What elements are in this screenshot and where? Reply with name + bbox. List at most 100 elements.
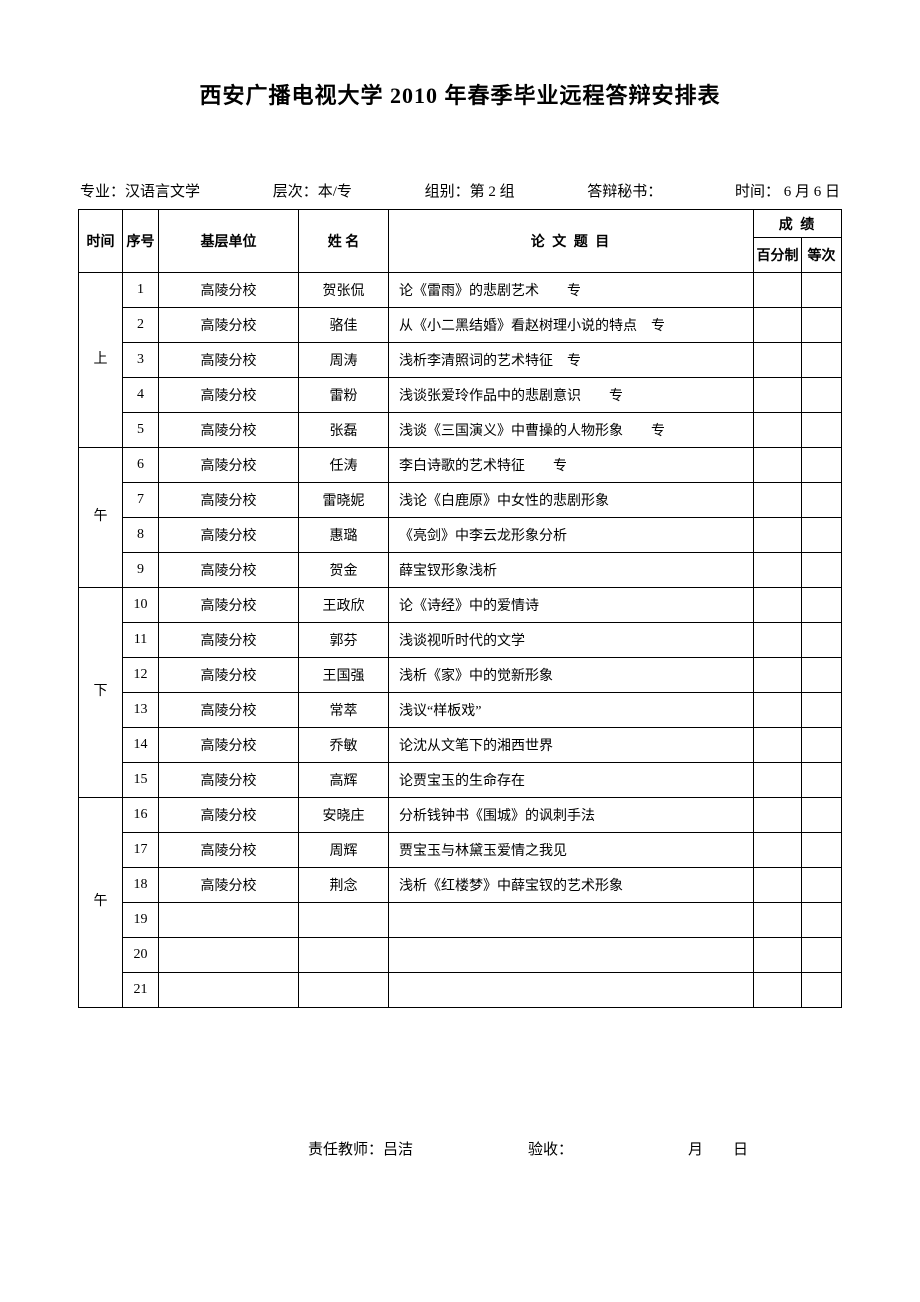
cell-topic: 浅谈《三国演义》中曹操的人物形象 专 (389, 413, 754, 448)
cell-seq: 4 (123, 378, 159, 413)
cell-score-100 (754, 343, 802, 378)
meta-secretary-label: 答辩秘书： (587, 184, 662, 200)
cell-score-100 (754, 378, 802, 413)
table-row: 11高陵分校郭芬浅谈视听时代的文学 (79, 623, 842, 658)
cell-name: 张磊 (299, 413, 389, 448)
cell-score-grade (802, 378, 842, 413)
cell-unit (159, 973, 299, 1008)
cell-seq: 2 (123, 308, 159, 343)
cell-score-100 (754, 693, 802, 728)
cell-score-100 (754, 798, 802, 833)
cell-topic: 论沈从文笔下的湘西世界 (389, 728, 754, 763)
table-row: 5高陵分校张磊浅谈《三国演义》中曹操的人物形象 专 (79, 413, 842, 448)
cell-name (299, 938, 389, 973)
cell-topic: 李白诗歌的艺术特征 专 (389, 448, 754, 483)
cell-topic: 分析钱钟书《围城》的讽刺手法 (389, 798, 754, 833)
cell-score-100 (754, 868, 802, 903)
cell-score-100 (754, 553, 802, 588)
table-row: 午6高陵分校任涛李白诗歌的艺术特征 专 (79, 448, 842, 483)
table-row: 4高陵分校雷粉浅谈张爱玲作品中的悲剧意识 专 (79, 378, 842, 413)
session-cell-afternoon-top: 下 (79, 588, 123, 798)
page-title: 西安广播电视大学 2010 年春季毕业远程答辩安排表 (78, 78, 842, 110)
cell-unit: 高陵分校 (159, 623, 299, 658)
cell-score-grade (802, 763, 842, 798)
table-row: 20 (79, 938, 842, 973)
cell-score-grade (802, 973, 842, 1008)
cell-topic: 论贾宝玉的生命存在 (389, 763, 754, 798)
cell-unit: 高陵分校 (159, 553, 299, 588)
cell-topic: 浅谈张爱玲作品中的悲剧意识 专 (389, 378, 754, 413)
cell-seq: 14 (123, 728, 159, 763)
cell-score-grade (802, 518, 842, 553)
table-header-row: 时间 序号 基层单位 姓 名 论 文 题 目 成 绩 (79, 210, 842, 238)
cell-score-grade (802, 588, 842, 623)
cell-name: 荆念 (299, 868, 389, 903)
table-row: 14高陵分校乔敏论沈从文笔下的湘西世界 (79, 728, 842, 763)
cell-score-grade (802, 553, 842, 588)
cell-seq: 20 (123, 938, 159, 973)
cell-seq: 1 (123, 273, 159, 308)
cell-name: 王国强 (299, 658, 389, 693)
th-unit: 基层单位 (159, 210, 299, 273)
meta-secretary: 答辩秘书： (587, 180, 662, 201)
footer-teacher-value: 吕洁 (383, 1142, 413, 1158)
cell-score-grade (802, 728, 842, 763)
cell-score-100 (754, 833, 802, 868)
th-score-grade: 等次 (802, 238, 842, 273)
meta-level-label: 层次： (273, 184, 318, 200)
cell-topic: 从《小二黑结婚》看赵树理小说的特点 专 (389, 308, 754, 343)
cell-score-100 (754, 903, 802, 938)
cell-score-grade (802, 623, 842, 658)
cell-name: 贺金 (299, 553, 389, 588)
table-row: 上1高陵分校贺张侃论《雷雨》的悲剧艺术 专 (79, 273, 842, 308)
cell-unit: 高陵分校 (159, 483, 299, 518)
cell-topic (389, 903, 754, 938)
cell-name: 郭芬 (299, 623, 389, 658)
footer-teacher-label: 责任教师： (308, 1142, 383, 1158)
session-cell-afternoon-bottom: 午 (79, 798, 123, 1008)
session-cell-morning-top: 上 (79, 273, 123, 448)
footer-date: 月 日 (688, 1138, 748, 1159)
table-row: 9高陵分校贺金薛宝钗形象浅析 (79, 553, 842, 588)
cell-seq: 18 (123, 868, 159, 903)
cell-name (299, 903, 389, 938)
meta-level: 层次：本/专 (273, 180, 352, 201)
cell-unit: 高陵分校 (159, 378, 299, 413)
footer-check: 验收： (528, 1138, 688, 1159)
meta-group-label: 组别： (425, 184, 470, 200)
table-row: 21 (79, 973, 842, 1008)
meta-time: 时间： 6 月 6 日 (735, 180, 840, 201)
cell-topic: 论《雷雨》的悲剧艺术 专 (389, 273, 754, 308)
cell-score-100 (754, 623, 802, 658)
cell-score-100 (754, 308, 802, 343)
table-row: 3高陵分校周涛浅析李清照词的艺术特征 专 (79, 343, 842, 378)
cell-score-grade (802, 658, 842, 693)
th-score-100: 百分制 (754, 238, 802, 273)
cell-score-grade (802, 868, 842, 903)
th-seq: 序号 (123, 210, 159, 273)
footer-teacher: 责任教师：吕洁 (308, 1138, 528, 1159)
cell-name: 王政欣 (299, 588, 389, 623)
meta-major: 专业：汉语言文学 (80, 180, 200, 201)
cell-score-100 (754, 973, 802, 1008)
session-label: 上 (94, 352, 108, 367)
cell-unit: 高陵分校 (159, 868, 299, 903)
cell-score-grade (802, 273, 842, 308)
cell-score-100 (754, 658, 802, 693)
th-topic: 论 文 题 目 (389, 210, 754, 273)
meta-major-value: 汉语言文学 (125, 184, 200, 200)
cell-seq: 3 (123, 343, 159, 378)
cell-unit (159, 938, 299, 973)
cell-topic: 浅谈视听时代的文学 (389, 623, 754, 658)
cell-name: 惠璐 (299, 518, 389, 553)
cell-seq: 5 (123, 413, 159, 448)
cell-unit: 高陵分校 (159, 728, 299, 763)
cell-score-100 (754, 273, 802, 308)
table-row: 12高陵分校王国强浅析《家》中的觉新形象 (79, 658, 842, 693)
cell-name: 雷粉 (299, 378, 389, 413)
cell-score-grade (802, 903, 842, 938)
cell-seq: 13 (123, 693, 159, 728)
meta-group-value: 第 2 组 (470, 184, 515, 200)
cell-score-grade (802, 343, 842, 378)
meta-major-label: 专业： (80, 184, 125, 200)
